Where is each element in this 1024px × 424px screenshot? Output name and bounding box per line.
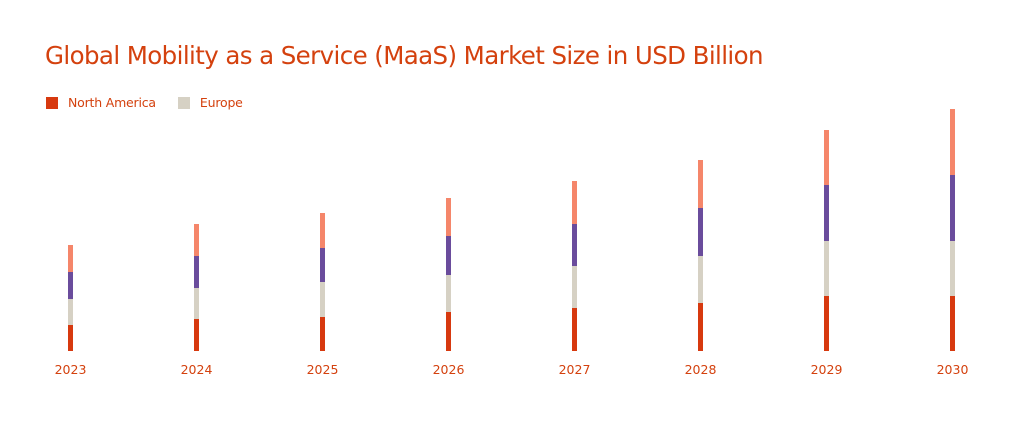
bar-segment <box>950 109 955 175</box>
bar-segment <box>320 248 325 282</box>
bar-segment <box>320 317 325 351</box>
bar-segment <box>68 325 73 351</box>
x-axis-label: 2026 <box>432 362 465 377</box>
bar-2029 <box>824 130 829 351</box>
bar-2024 <box>194 224 199 351</box>
bar-segment <box>320 282 325 317</box>
bar-2028 <box>698 160 703 351</box>
bar-segment <box>698 208 703 256</box>
bar-2025 <box>320 213 325 351</box>
bar-segment <box>950 241 955 296</box>
bar-segment <box>446 275 451 312</box>
bar-2026 <box>446 198 451 351</box>
x-axis-label: 2023 <box>54 362 87 377</box>
bar-segment <box>320 213 325 248</box>
legend-item-europe: Europe <box>177 95 243 110</box>
bar-segment <box>572 308 577 351</box>
bar-segment <box>194 319 199 351</box>
bar-segment <box>824 241 829 296</box>
legend: North America Europe <box>46 95 265 110</box>
bar-segment <box>572 181 577 224</box>
bar-segment <box>68 272 73 299</box>
bar-segment <box>194 256 199 288</box>
x-axis-label: 2030 <box>936 362 969 377</box>
legend-swatch-north-america <box>46 96 58 109</box>
bar-segment <box>824 185 829 241</box>
bar-segment <box>950 296 955 351</box>
legend-item-north-america: North America <box>46 95 156 110</box>
bar-segment <box>194 224 199 256</box>
bar-segment <box>572 224 577 266</box>
bar-2030 <box>950 109 955 351</box>
bar-segment <box>68 299 73 325</box>
x-axis-label: 2029 <box>810 362 843 377</box>
x-axis-label: 2024 <box>180 362 213 377</box>
bar-segment <box>698 303 703 351</box>
legend-label: Europe <box>199 95 243 110</box>
bar-segment <box>194 288 199 319</box>
x-axis-label: 2028 <box>684 362 717 377</box>
bar-segment <box>824 296 829 351</box>
bar-segment <box>446 312 451 351</box>
chart-title: Global Mobility as a Service (MaaS) Mark… <box>45 41 764 70</box>
x-axis-label: 2025 <box>306 362 339 377</box>
bar-segment <box>824 130 829 185</box>
bar-2023 <box>68 245 73 351</box>
bar-2027 <box>572 181 577 351</box>
legend-swatch-europe <box>177 96 190 109</box>
bar-segment <box>950 175 955 241</box>
x-axis-label: 2027 <box>558 362 591 377</box>
bar-segment <box>446 198 451 236</box>
bar-segment <box>68 245 73 272</box>
legend-label: North America <box>68 95 156 110</box>
bar-segment <box>698 256 703 303</box>
bar-segment <box>572 266 577 308</box>
bar-segment <box>698 160 703 208</box>
bar-segment <box>446 236 451 275</box>
